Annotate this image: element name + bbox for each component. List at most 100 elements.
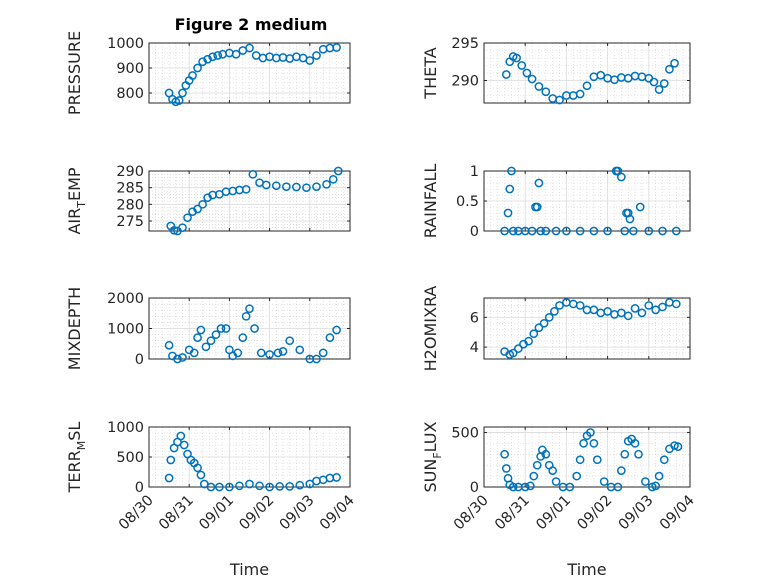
data-point (534, 178, 544, 188)
data-point (613, 482, 623, 492)
data-point (616, 308, 626, 318)
data-point (173, 354, 182, 364)
y-tick-label: 295 (451, 36, 479, 52)
data-point (517, 61, 527, 70)
data-point (500, 226, 509, 236)
data-point (589, 439, 599, 448)
y-tick-label: 1000 (107, 420, 144, 436)
data-point (579, 439, 588, 448)
data-point (211, 330, 221, 339)
data-point (651, 305, 661, 315)
data-point (193, 63, 202, 73)
y-tick-label: 0 (135, 352, 144, 368)
data-point (295, 480, 305, 490)
data-point (513, 344, 523, 353)
subplot-mixdepth: 0 1000 2000 MIXDEPTH (65, 287, 351, 370)
y-tick-label: 0.5 (456, 194, 479, 210)
data-point (215, 482, 224, 492)
data-point (193, 333, 202, 342)
data-point (198, 57, 207, 67)
data-point (245, 43, 254, 53)
data-point (225, 482, 234, 492)
data-point (507, 166, 516, 176)
data-point (203, 54, 212, 64)
y-tick-label: 0 (470, 224, 479, 240)
data-point (196, 325, 206, 335)
data-point (520, 482, 530, 492)
subplot-theta: 290 295 THETA (421, 36, 691, 105)
data-point (582, 81, 592, 91)
data-point (603, 307, 612, 316)
data-point (176, 431, 186, 441)
y-tick-label: 2000 (107, 291, 144, 307)
data-point (282, 182, 291, 192)
y-axis-label: AIRTEMP (65, 167, 88, 234)
axes-box (148, 42, 351, 104)
data-point (575, 89, 585, 99)
data-point (261, 180, 271, 190)
data-point (637, 308, 647, 318)
data-point (179, 440, 189, 450)
y-tick-label: 1 (470, 164, 479, 180)
data-point (206, 482, 216, 492)
data-point (673, 442, 683, 451)
y-tick-label: 4 (470, 340, 479, 356)
data-point (508, 482, 518, 492)
data-point (292, 182, 301, 192)
data-point (630, 304, 640, 313)
axes-box (148, 170, 351, 232)
data-point (539, 318, 549, 328)
data-point (208, 52, 217, 62)
data-point (189, 348, 199, 358)
axes-box (483, 426, 691, 488)
data-point (178, 223, 187, 233)
data-point (616, 466, 626, 475)
data-point (562, 226, 571, 236)
series-markers (164, 431, 341, 492)
series-markers (166, 166, 343, 236)
data-point (649, 77, 659, 87)
series-markers (500, 428, 683, 492)
y-tick-label: 285 (116, 181, 144, 197)
data-point (333, 166, 343, 176)
data-point (241, 184, 251, 194)
data-point (508, 348, 518, 358)
series-markers (164, 304, 341, 364)
data-point (620, 449, 630, 459)
data-point (671, 226, 681, 236)
data-point (312, 182, 321, 192)
data-point (623, 208, 633, 218)
x-axis-label: Time (566, 560, 606, 579)
y-tick-label: 800 (116, 86, 144, 102)
data-point (644, 301, 654, 310)
data-point (551, 226, 561, 236)
data-point (178, 88, 187, 98)
data-point (641, 477, 650, 486)
y-tick-label: 500 (451, 425, 479, 441)
data-point (201, 342, 211, 352)
y-tick-label: 0 (470, 480, 479, 496)
data-point (620, 226, 630, 236)
y-axis-label: TERRMSL (65, 422, 88, 494)
data-point (193, 463, 202, 473)
data-point (532, 460, 542, 470)
data-point (216, 324, 226, 333)
data-point (305, 56, 315, 65)
data-point (671, 299, 681, 309)
data-point (221, 324, 231, 333)
data-point (654, 471, 664, 481)
data-point (589, 305, 599, 315)
y-tick-label: 290 (451, 74, 479, 90)
data-point (526, 481, 535, 491)
data-point (635, 202, 645, 212)
data-point (500, 449, 509, 459)
data-point (295, 345, 305, 355)
data-point (255, 481, 264, 491)
data-point (555, 301, 564, 310)
data-point (505, 184, 515, 194)
subplot-rainfall: 0 0.5 1 RAINFALL (421, 164, 691, 240)
grid (483, 298, 691, 360)
data-point (550, 307, 559, 316)
y-tick-label: 1000 (107, 36, 144, 52)
data-point (312, 51, 321, 60)
